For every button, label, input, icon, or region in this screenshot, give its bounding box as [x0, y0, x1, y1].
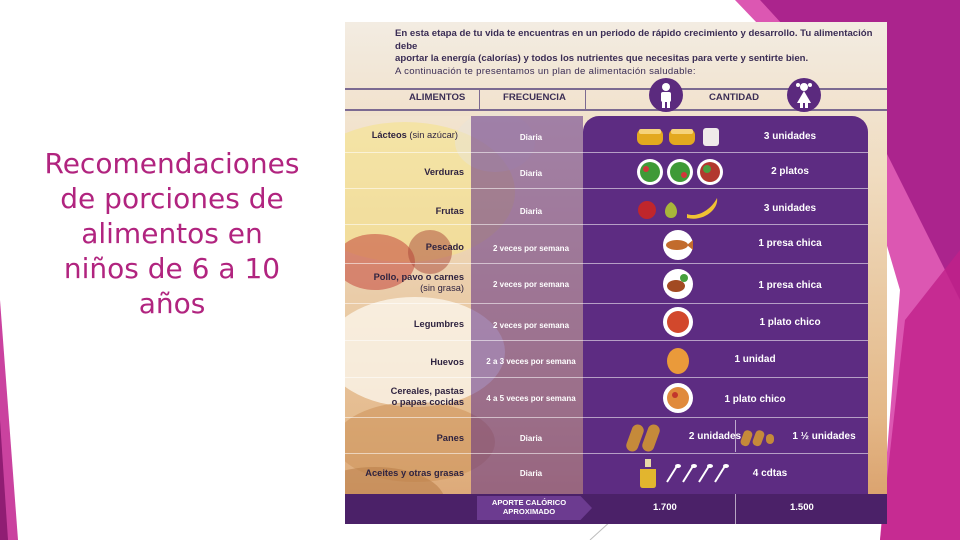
food-note: o papas cocidas: [391, 397, 464, 407]
table-row: Huevos 2 a 3 veces por semana 1 unidad: [345, 341, 868, 378]
boy-figure-icon: [649, 78, 683, 112]
food-name: Legumbres: [413, 319, 464, 329]
food-name: Pollo, pavo o carnes: [373, 272, 464, 282]
quantity-cell: 1 presa chica: [758, 238, 822, 249]
food-name: Aceites y otras grasas: [365, 468, 464, 478]
quantity-cell: 1 plato chico: [759, 317, 821, 328]
intro-line-1: En esta etapa de tu vida te encuentras e…: [395, 28, 873, 52]
frequency-cell: Diaria: [519, 207, 543, 216]
calorie-label: APORTE CALÓRICO APROXIMADO: [477, 498, 581, 516]
row-divider: [345, 263, 868, 264]
quantity-cell: 2 platos: [771, 166, 809, 177]
frequency-cell: 2 veces por semana: [492, 244, 570, 253]
header-quantity: CANTIDAD: [709, 92, 760, 103]
food-label: Pollo, pavo o carnes (sin grasa): [374, 272, 464, 294]
table-row: Cereales, pastas o papas cocidas 4 a 5 ve…: [345, 378, 868, 418]
table-row: Pescado 2 veces por semana 1 presa chica: [345, 225, 868, 264]
header-frequency: FRECUENCIA: [503, 92, 566, 103]
food-name: Lácteos: [371, 130, 407, 140]
fish-plate-icon: [663, 230, 693, 260]
table-row: Lácteos (sin azúcar) Diaria 3 unidades: [345, 118, 868, 153]
footer-column-divider: [735, 494, 736, 524]
table-row: Aceites y otras grasas Diaria 4 cdtas: [345, 454, 868, 492]
header-food: ALIMENTOS: [409, 92, 466, 103]
header-divider: [479, 88, 480, 110]
girl-figure-icon: [787, 78, 821, 112]
frequency-cell: Diaria: [519, 469, 543, 478]
table-row: Legumbres 2 veces por semana 1 plato chi…: [345, 304, 868, 341]
egg-icon: [667, 348, 689, 374]
nutrition-infographic: En esta etapa de tu vida te encuentras e…: [345, 22, 887, 524]
quantity-column-band: [583, 116, 868, 524]
food-label: Cereales, pastas o papas cocidas: [391, 386, 464, 408]
frequency-cell: 2 veces por semana: [492, 321, 570, 330]
intro-text: En esta etapa de tu vida te encuentras e…: [395, 28, 885, 78]
intro-line-2: aportar la energía (calorías) y todos lo…: [395, 53, 809, 64]
row-divider: [345, 340, 868, 341]
bread-icon: [626, 424, 660, 452]
quantity-cell: 1 presa chica: [758, 280, 822, 291]
food-name: Huevos: [430, 357, 464, 367]
intro-line-3: A continuación te presentamos un plan de…: [395, 65, 696, 77]
lentil-plate-icon: [663, 307, 693, 337]
spoon-icon: [666, 464, 729, 483]
header-top-rule: [345, 88, 887, 90]
food-name: Frutas: [435, 206, 464, 216]
frequency-cell: Diaria: [519, 133, 543, 142]
meat-plate-icon: [663, 269, 693, 299]
table-row: Verduras Diaria 2 platos: [345, 153, 868, 189]
frequency-cell: Diaria: [519, 434, 543, 443]
frequency-cell: 2 veces por semana: [492, 280, 570, 289]
quantity-cell: 1 unidad: [734, 354, 776, 365]
row-divider: [345, 152, 868, 153]
header-divider: [585, 88, 586, 110]
row-divider: [345, 303, 868, 304]
calorie-label-line-1: APORTE CALÓRICO: [491, 498, 567, 507]
row-divider: [345, 188, 868, 189]
frequency-cell: 4 a 5 veces por semana: [486, 394, 576, 403]
food-name: Pescado: [425, 242, 464, 252]
frequency-cell: 2 a 3 veces por semana: [486, 357, 576, 366]
milk-cup-icon: [637, 128, 719, 146]
food-label: Lácteos (sin azúcar): [372, 130, 458, 141]
row-divider: [345, 377, 868, 378]
calorie-footer: [345, 494, 887, 524]
quantity-cell: 3 unidades: [763, 203, 817, 214]
food-note: (sin azúcar): [409, 130, 458, 140]
header-bottom-rule: [345, 109, 887, 111]
slide-title: Recomendaciones de porciones de alimento…: [44, 147, 300, 320]
quantity-cell: 3 unidades: [763, 131, 817, 142]
row-divider: [345, 453, 868, 454]
table-row: Frutas Diaria 3 unidades: [345, 189, 868, 225]
column-divider: [735, 420, 736, 452]
frequency-cell: Diaria: [519, 169, 543, 178]
quantity-girl-cell: 1 ½ unidades: [792, 431, 856, 442]
pasta-plate-icon: [663, 383, 693, 413]
food-name: Panes: [436, 433, 464, 443]
food-name: Verduras: [424, 167, 464, 177]
calorie-label-arrow: [477, 496, 592, 520]
calorie-boy: 1.700: [653, 502, 677, 513]
quantity-cell: 1 plato chico: [724, 394, 786, 405]
quantity-cell: 4 cdtas: [752, 468, 788, 479]
fruit-icon: [638, 198, 718, 219]
lettuce-plate-icon: [637, 159, 723, 185]
oil-bottle-icon: [640, 459, 656, 488]
bread-icon: [740, 430, 774, 447]
table-row: Pollo, pavo o carnes (sin grasa) 2 veces …: [345, 264, 868, 304]
table-row: Panes Diaria 2 unidades 1 ½ unidades: [345, 418, 868, 454]
row-divider: [345, 224, 868, 225]
frequency-column-band: [471, 116, 583, 524]
quantity-boy-cell: 2 unidades: [688, 431, 742, 442]
calorie-label-line-2: APROXIMADO: [502, 507, 556, 516]
food-note: (sin grasa): [420, 283, 464, 293]
food-name: Cereales, pastas: [390, 386, 464, 396]
calorie-girl: 1.500: [790, 502, 814, 513]
row-divider: [345, 417, 868, 418]
